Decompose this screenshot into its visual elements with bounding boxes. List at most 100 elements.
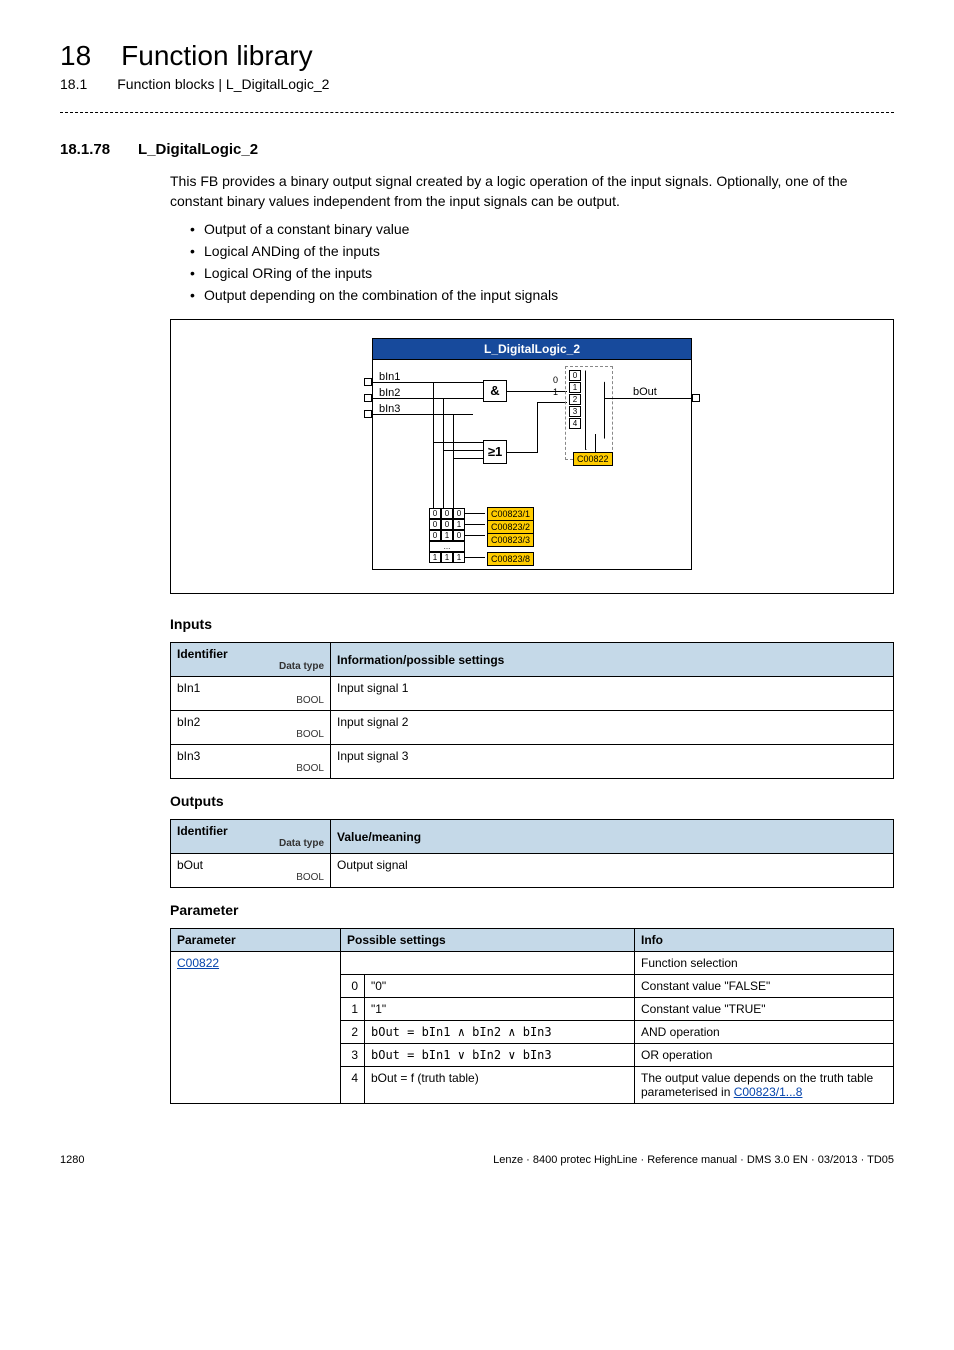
param-code-link[interactable]: C00822 — [177, 956, 219, 970]
code-c00823-8: C00823/8 — [487, 552, 534, 566]
truth-cell: 0 — [441, 519, 453, 530]
truth-cell: 1 — [453, 519, 465, 530]
input-dtype: BOOL — [177, 695, 324, 706]
input-info: Input signal 2 — [331, 711, 894, 745]
chapter-title: Function library — [121, 40, 312, 72]
table-row: bOutBOOL Output signal — [171, 854, 894, 888]
mux-sel-3: 3 — [569, 406, 581, 417]
input-id: bIn3 — [177, 749, 200, 763]
list-item: Logical ANDing of the inputs — [190, 243, 894, 259]
truth-cell: 0 — [429, 508, 441, 519]
col-possible-settings: Possible settings — [341, 929, 635, 952]
input-dtype: BOOL — [177, 729, 324, 740]
intro-paragraph: This FB provides a binary output signal … — [170, 172, 894, 211]
mux-sel-1: 1 — [569, 382, 581, 393]
section-number: 18.1.78 — [60, 141, 110, 158]
col-value: Value/meaning — [331, 820, 894, 854]
feature-list: Output of a constant binary value Logica… — [190, 221, 894, 303]
setting-val: bOut = f (truth table) — [365, 1067, 635, 1104]
input-info: Input signal 1 — [331, 677, 894, 711]
setting-val: bOut = bIn1 ∨ bIn2 ∨ bIn3 — [365, 1044, 635, 1067]
setting-num: 0 — [341, 975, 365, 998]
port-bout-label: bOut — [633, 386, 657, 398]
page-number: 1280 — [60, 1154, 84, 1166]
section-title: L_DigitalLogic_2 — [138, 141, 258, 158]
code-c00822: C00822 — [573, 452, 613, 466]
code-c00823-1: C00823/1 — [487, 507, 534, 521]
input-id: bIn1 — [177, 681, 200, 695]
port-bin1-box — [364, 378, 372, 386]
and-gate: & — [483, 380, 507, 402]
col-identifier: Identifier — [177, 647, 228, 661]
inputs-heading: Inputs — [170, 616, 894, 632]
truth-cell: 0 — [453, 530, 465, 541]
truth-cell: 0 — [453, 508, 465, 519]
output-dtype: BOOL — [177, 872, 324, 883]
parameter-heading: Parameter — [170, 902, 894, 918]
col-info: Info — [635, 929, 894, 952]
setting-info: AND operation — [635, 1021, 894, 1044]
col-parameter: Parameter — [171, 929, 341, 952]
table-row: bIn3BOOL Input signal 3 — [171, 745, 894, 779]
code-c00823-3: C00823/3 — [487, 533, 534, 547]
outputs-table: Identifier Data type Value/meaning bOutB… — [170, 819, 894, 888]
truth-cell: ... — [429, 541, 465, 552]
col-datatype: Data type — [177, 838, 324, 849]
col-info: Information/possible settings — [331, 643, 894, 677]
input-id: bIn2 — [177, 715, 200, 729]
table-row: bIn1BOOL Input signal 1 — [171, 677, 894, 711]
input-dtype: BOOL — [177, 763, 324, 774]
truth-cell: 1 — [441, 552, 453, 563]
setting-num: 2 — [341, 1021, 365, 1044]
const-one: 1 — [553, 387, 558, 397]
block-diagram: L_DigitalLogic_2 bIn1 bIn2 bIn3 & — [170, 319, 894, 594]
setting-info: OR operation — [635, 1044, 894, 1067]
setting-val: "1" — [365, 998, 635, 1021]
diagram-body: bIn1 bIn2 bIn3 & ≥1 0 — [372, 360, 692, 570]
divider — [60, 112, 894, 113]
list-item: Logical ORing of the inputs — [190, 265, 894, 281]
mux-sel-2: 2 — [569, 394, 581, 405]
setting-val: bOut = bIn1 ∧ bIn2 ∧ bIn3 — [365, 1021, 635, 1044]
footer-reference: Lenze · 8400 protec HighLine · Reference… — [493, 1154, 894, 1166]
chapter-number: 18 — [60, 40, 91, 72]
subsection-title: Function blocks | L_DigitalLogic_2 — [117, 76, 329, 92]
truth-cell: 0 — [441, 508, 453, 519]
col-identifier: Identifier — [177, 824, 228, 838]
input-info: Input signal 3 — [331, 745, 894, 779]
setting-info: Constant value "TRUE" — [635, 998, 894, 1021]
or-gate: ≥1 — [483, 440, 507, 464]
truth-cell: 0 — [429, 530, 441, 541]
truth-table-link[interactable]: C00823/1...8 — [734, 1085, 803, 1099]
subsection-number: 18.1 — [60, 76, 87, 92]
outputs-heading: Outputs — [170, 793, 894, 809]
table-row: bIn2BOOL Input signal 2 — [171, 711, 894, 745]
setting-val: "0" — [365, 975, 635, 998]
mux-sel-4: 4 — [569, 418, 581, 429]
parameter-table: Parameter Possible settings Info C00822 … — [170, 928, 894, 1104]
code-c00823-2: C00823/2 — [487, 520, 534, 534]
function-selection: Function selection — [635, 952, 894, 975]
const-zero: 0 — [553, 375, 558, 385]
port-bin2-box — [364, 394, 372, 402]
setting-num: 4 — [341, 1067, 365, 1104]
diagram-title: L_DigitalLogic_2 — [372, 338, 692, 360]
truth-cell: 1 — [441, 530, 453, 541]
col-datatype: Data type — [177, 661, 324, 672]
output-info: Output signal — [331, 854, 894, 888]
table-row: C00822 Function selection — [171, 952, 894, 975]
inputs-table: Identifier Data type Information/possibl… — [170, 642, 894, 779]
list-item: Output of a constant binary value — [190, 221, 894, 237]
setting-info: Constant value "FALSE" — [635, 975, 894, 998]
mux-sel-0: 0 — [569, 370, 581, 381]
truth-cell: 0 — [429, 519, 441, 530]
port-bout-box — [692, 394, 700, 402]
setting-num: 3 — [341, 1044, 365, 1067]
truth-cell: 1 — [429, 552, 441, 563]
output-id: bOut — [177, 858, 203, 872]
list-item: Output depending on the combination of t… — [190, 287, 894, 303]
setting-num: 1 — [341, 998, 365, 1021]
port-bin3-box — [364, 410, 372, 418]
truth-cell: 1 — [453, 552, 465, 563]
page-footer: 1280 Lenze · 8400 protec HighLine · Refe… — [60, 1154, 894, 1166]
